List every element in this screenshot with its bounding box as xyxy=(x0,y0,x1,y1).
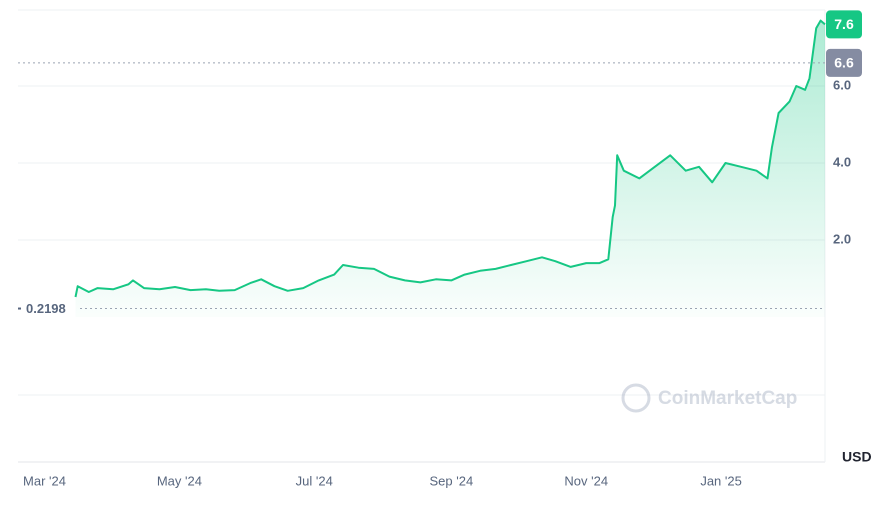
watermark-text: CoinMarketCap xyxy=(658,388,797,409)
price-area xyxy=(75,20,826,317)
start-price-label: 0.2198 xyxy=(26,301,66,316)
y-tick-label: 4.0 xyxy=(833,154,851,169)
unit-label: USD xyxy=(842,449,872,465)
x-tick-label: Mar '24 xyxy=(23,473,66,488)
y-tick-label: 6.0 xyxy=(833,77,851,92)
x-tick-label: Jul '24 xyxy=(296,473,333,488)
watermark: CoinMarketCap xyxy=(621,383,797,413)
reference-price-badge xyxy=(826,48,862,77)
watermark-logo xyxy=(621,383,651,413)
y-tick-label: 2.0 xyxy=(833,231,851,246)
reference-price-label: 6.6 xyxy=(834,55,854,71)
x-tick-label: May '24 xyxy=(157,473,202,488)
x-tick-label: Jan '25 xyxy=(700,473,742,488)
x-tick-label: Nov '24 xyxy=(564,473,608,488)
x-tick-label: Sep '24 xyxy=(430,473,474,488)
price-line xyxy=(74,19,826,298)
current-price-badge xyxy=(826,10,862,39)
current-price-label: 7.6 xyxy=(834,16,854,32)
